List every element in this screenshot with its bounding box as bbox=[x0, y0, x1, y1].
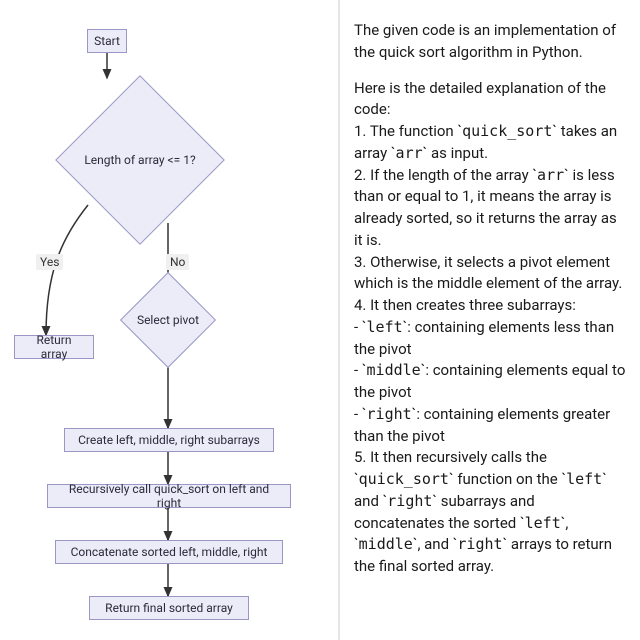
explanation-line: 3. Otherwise, it selects a pivot element… bbox=[354, 252, 626, 296]
explanation-line: - `right`: containing elements greater t… bbox=[354, 404, 626, 448]
explanation-lead: Here is the detailed explanation of the … bbox=[354, 78, 626, 122]
explanation-line: - `left`: containing elements less than … bbox=[354, 317, 626, 361]
node-return-array: Return array bbox=[14, 335, 94, 359]
node-label: Return final sorted array bbox=[105, 601, 233, 615]
node-label: Select pivot bbox=[128, 313, 208, 327]
explanation-intro: The given code is an implementation of t… bbox=[354, 20, 626, 64]
explanation-line: - `middle`: containing elements equal to… bbox=[354, 360, 626, 404]
edge-label-yes: Yes bbox=[36, 254, 63, 270]
flowchart-panel: Start Length of array <= 1? Return array… bbox=[0, 0, 338, 640]
node-concat: Concatenate sorted left, middle, right bbox=[55, 540, 283, 564]
explanation-body: Here is the detailed explanation of the … bbox=[354, 78, 626, 578]
explanation-panel: The given code is an implementation of t… bbox=[340, 0, 640, 640]
node-label: Start bbox=[94, 34, 120, 48]
node-label: Length of array <= 1? bbox=[70, 153, 210, 167]
node-recurse: Recursively call quick_sort on left and … bbox=[47, 484, 291, 508]
node-return-final: Return final sorted array bbox=[89, 596, 249, 620]
node-label: Create left, middle, right subarrays bbox=[78, 433, 260, 447]
explanation-line: 2. If the length of the array `arr` is l… bbox=[354, 165, 626, 252]
explanation-line: 1. The function `quick_sort` takes an ar… bbox=[354, 121, 626, 165]
node-label: Concatenate sorted left, middle, right bbox=[71, 545, 268, 559]
node-create-subarrays: Create left, middle, right subarrays bbox=[64, 428, 274, 452]
edge-label-no: No bbox=[166, 254, 189, 270]
node-start: Start bbox=[87, 29, 127, 53]
node-label: Return array bbox=[23, 333, 85, 361]
node-label: Recursively call quick_sort on left and … bbox=[56, 482, 282, 510]
explanation-line: 5. It then recursively calls the `quick_… bbox=[354, 447, 626, 578]
explanation-line: 4. It then creates three subarrays: bbox=[354, 295, 626, 317]
